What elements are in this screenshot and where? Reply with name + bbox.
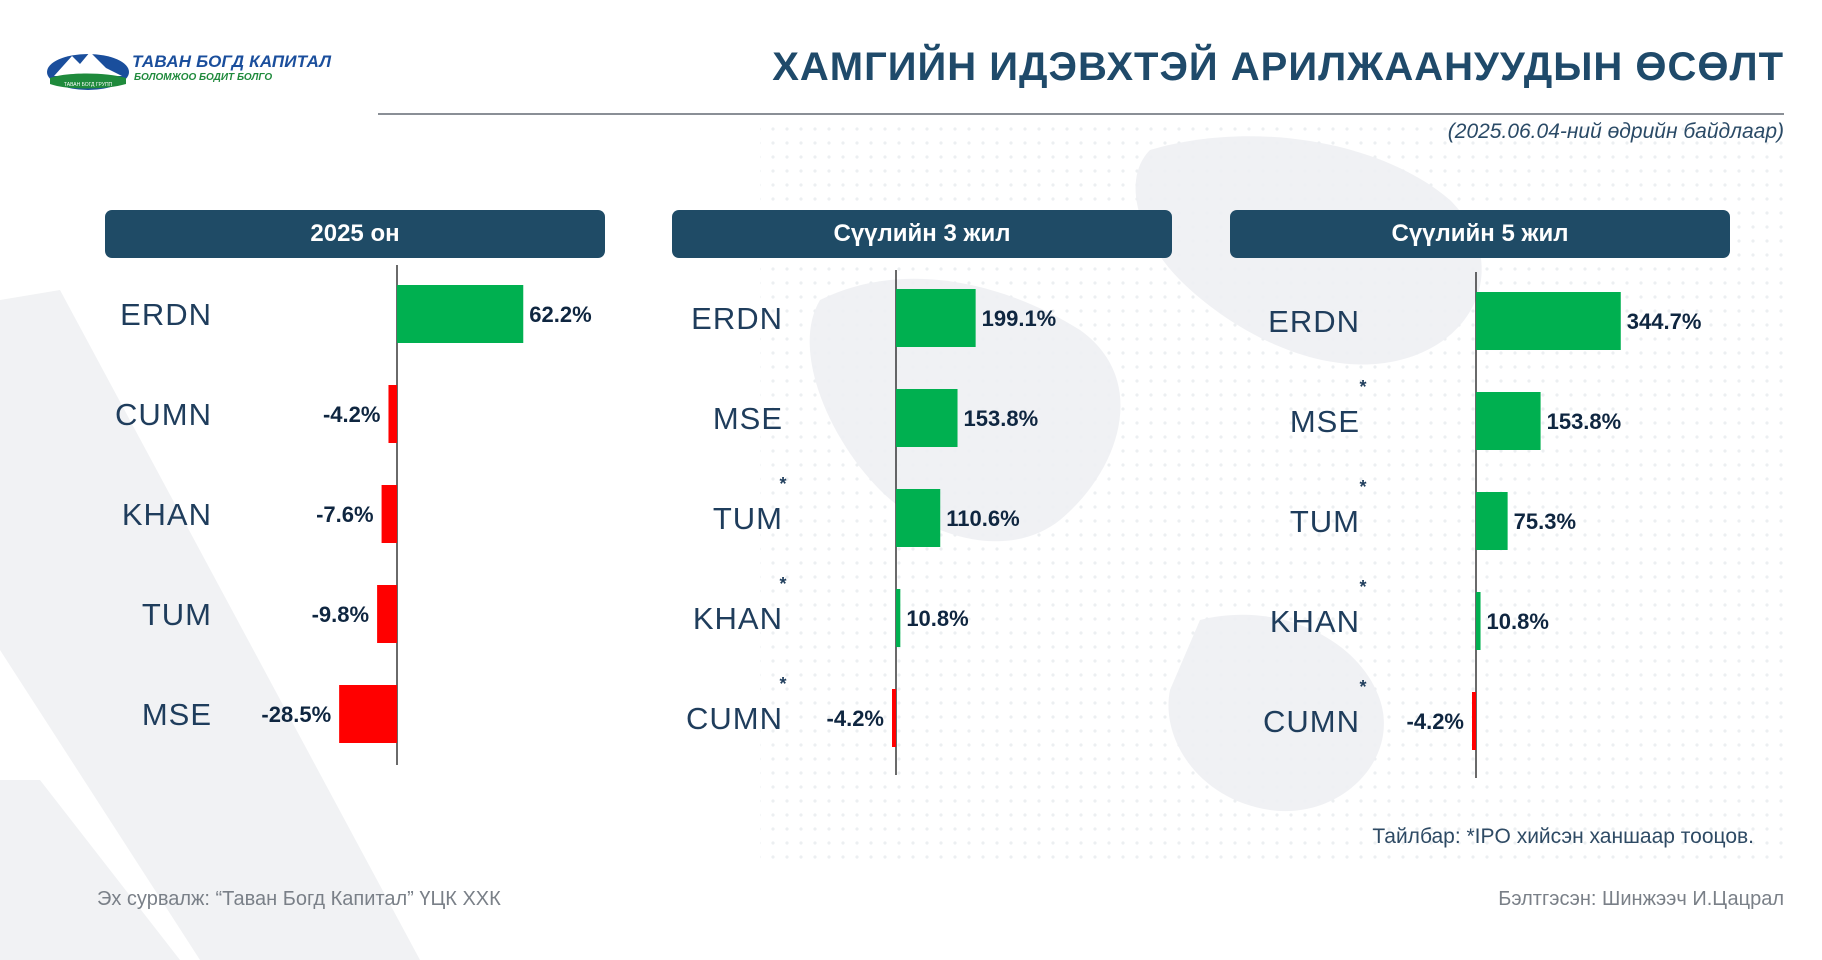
chart-2-category-label-tum: TUM (1290, 504, 1360, 539)
date-subtitle: (2025.06.04-ний өдрийн байдлаар) (1447, 120, 1784, 143)
chart-0-category-label-cumn: CUMN (115, 397, 212, 432)
chart-0-bar-mse (339, 685, 397, 743)
chart-0-data-label-erdn: 62.2% (529, 302, 591, 327)
chart-1-bar-tum (896, 489, 941, 547)
chart-2-ipo-asterisk-mse: * (1359, 377, 1366, 397)
chart-2-data-label-khan: 10.8% (1487, 609, 1549, 634)
chart-1-ipo-asterisk-tum: * (779, 474, 786, 494)
chart-0-bar-tum (377, 585, 397, 643)
chart-2-bar-tum (1476, 492, 1508, 550)
chart-1-data-label-khan: 10.8% (906, 606, 968, 631)
chart-0-category-label-mse: MSE (142, 697, 212, 732)
chart-2-category-label-mse: MSE (1290, 404, 1360, 439)
chart-1-category-label-khan: KHAN (693, 601, 783, 636)
chart-2-bar-mse (1476, 392, 1541, 450)
chart-1-ipo-asterisk-khan: * (779, 574, 786, 594)
panel-header-3-years: Сүүлийн 3 жил (672, 210, 1172, 258)
source-text: Эх сурвалж: “Таван Богд Капитал” ҮЦК ХХК (97, 888, 501, 910)
panel-header-2025: 2025 он (105, 210, 605, 258)
chart-1-bar-khan (896, 589, 901, 647)
page-title: ХАМГИЙН ИДЭВХТЭЙ АРИЛЖААНУУДЫН ӨСӨЛТ (772, 45, 1784, 89)
chart-2-category-label-khan: KHAN (1270, 604, 1360, 639)
chart-2-data-label-cumn: -4.2% (1407, 709, 1464, 734)
chart-0-category-label-khan: KHAN (122, 497, 212, 532)
logo-slogan: БОЛОМЖОО БОДИТ БОЛГО (134, 72, 273, 83)
chart-2-data-label-tum: 75.3% (1514, 509, 1576, 534)
chart-1-bar-erdn (896, 289, 976, 347)
chart-1-category-label-cumn: CUMN (686, 701, 783, 736)
chart-1-data-label-cumn: -4.2% (827, 706, 884, 731)
logo-name: ТАВАН БОГД КАПИТАЛ (132, 52, 332, 71)
chart-2-ipo-asterisk-tum: * (1359, 477, 1366, 497)
ipo-note: Тайлбар: *IPO хийсэн ханшаар тооцов. (1372, 825, 1754, 848)
chart-1-category-label-tum: TUM (713, 501, 783, 536)
chart-1-category-label-mse: MSE (713, 401, 783, 436)
title-divider (378, 113, 1784, 115)
logo-emblem-text: ТАВАН БОГД ГРУПП (64, 82, 113, 88)
logo-emblem-icon: ТАВАН БОГД ГРУПП (47, 52, 129, 90)
chart-0-data-label-khan: -7.6% (316, 502, 373, 527)
chart-0-bar-khan (381, 485, 397, 543)
chart-0-data-label-mse: -28.5% (261, 702, 331, 727)
chart-0-category-label-erdn: ERDN (120, 297, 212, 332)
chart-1-bar-mse (896, 389, 958, 447)
chart-1-category-label-erdn: ERDN (691, 301, 783, 336)
chart-0-bar-erdn (397, 285, 524, 343)
chart-2-bar-cumn (1472, 692, 1476, 750)
chart-2-category-label-erdn: ERDN (1268, 304, 1360, 339)
company-logo: ТАВАН БОГД ГРУПП ТАВАН БОГД КАПИТАЛ БОЛО… (46, 46, 346, 92)
chart-1-data-label-tum: 110.6% (946, 506, 1019, 531)
chart-2-bar-erdn (1476, 292, 1621, 350)
chart-1-data-label-mse: 153.8% (964, 406, 1039, 431)
chart-2-ipo-asterisk-cumn: * (1359, 677, 1366, 697)
chart-0-category-label-tum: TUM (142, 597, 212, 632)
chart-1-bar-cumn (892, 689, 896, 747)
chart-0-bar-cumn (388, 385, 397, 443)
panel-header-5-years: Сүүлийн 5 жил (1230, 210, 1730, 258)
chart-1-data-label-erdn: 199.1% (982, 306, 1057, 331)
chart-2-category-label-cumn: CUMN (1263, 704, 1360, 739)
chart-1-ipo-asterisk-cumn: * (779, 674, 786, 694)
chart-2-data-label-mse: 153.8% (1547, 409, 1622, 434)
chart-2-data-label-erdn: 344.7% (1627, 309, 1702, 334)
chart-2-bar-khan (1476, 592, 1481, 650)
prepared-by-text: Бэлтгэсэн: Шинжээч И.Цацрал (1498, 888, 1784, 910)
chart-0-data-label-cumn: -4.2% (323, 402, 380, 427)
chart-0-data-label-tum: -9.8% (312, 602, 369, 627)
chart-2-ipo-asterisk-khan: * (1359, 577, 1366, 597)
